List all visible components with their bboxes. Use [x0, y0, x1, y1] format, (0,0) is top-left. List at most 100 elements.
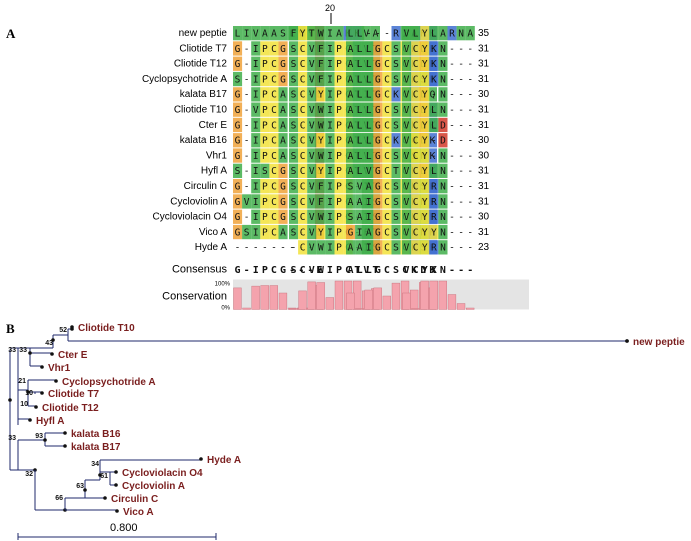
residue-cell — [334, 163, 344, 178]
residue-cell — [316, 179, 326, 194]
residue-letter: C — [300, 105, 306, 116]
residue-letter: N — [458, 29, 464, 40]
consensus-letter: C — [384, 265, 390, 276]
residue-letter: - — [467, 105, 473, 116]
residue-letter: C — [300, 120, 306, 131]
sequence-name: Cliotide T7 — [179, 43, 227, 54]
residue-letter: A — [271, 29, 277, 40]
tree-node — [54, 379, 58, 383]
conservation-bar — [420, 280, 429, 310]
residue-letter: I — [327, 90, 333, 101]
residue-letter: G — [280, 44, 286, 55]
consensus-letter: C — [300, 265, 306, 276]
residue-letter: - — [458, 151, 464, 162]
tree-node — [26, 390, 30, 394]
residue-letter: - — [431, 90, 437, 101]
sequence-length: 31 — [478, 43, 490, 54]
residue-cell — [316, 87, 326, 102]
residue-cell — [298, 209, 308, 224]
residue-letter: I — [253, 212, 259, 223]
sequence-length: 31 — [478, 74, 490, 85]
residue-cell — [260, 224, 270, 240]
residue-cell — [334, 117, 344, 133]
residue-letter: G — [235, 182, 241, 193]
residue-cell — [373, 240, 383, 255]
conservation-bar — [260, 285, 269, 310]
sequence-name: Vhr1 — [206, 150, 228, 161]
residue-cell — [269, 71, 279, 87]
residue-letter: P — [336, 166, 342, 177]
residue-cell — [269, 148, 279, 163]
residue-cell — [346, 179, 356, 194]
residue-cell — [334, 56, 344, 71]
consensus-letter: - — [298, 265, 304, 276]
residue-cell — [391, 87, 401, 102]
residue-letter: V — [309, 151, 315, 162]
tree-node — [98, 473, 102, 477]
residue-letter: P — [336, 90, 342, 101]
residue-cell — [307, 209, 317, 224]
residue-cell — [370, 26, 380, 41]
tree-node — [63, 431, 67, 435]
sequence-name: Cycloviolin A — [170, 196, 227, 207]
residue-letter: - — [449, 59, 455, 70]
residue-letter: K — [431, 59, 437, 70]
residue-letter: P — [262, 90, 268, 101]
residue-cell — [438, 224, 448, 240]
residue-cell — [289, 148, 299, 163]
residue-letter: K — [431, 44, 437, 55]
residue-letter: A — [357, 197, 363, 208]
bootstrap-value: 33 — [8, 347, 16, 354]
residue-letter: - — [244, 136, 250, 147]
residue-letter: C — [384, 151, 390, 162]
residue-letter: I — [253, 227, 259, 238]
residue-letter: R — [431, 243, 437, 254]
residue-letter: L — [431, 105, 437, 116]
residue-cell — [355, 179, 365, 194]
residue-letter: I — [327, 182, 333, 193]
residue-cell — [411, 240, 421, 255]
residue-cell — [251, 179, 261, 194]
residue-cell — [307, 71, 317, 87]
residue-letter: I — [327, 166, 333, 177]
residue-cell — [373, 102, 383, 117]
residue-cell — [260, 71, 270, 87]
residue-cell — [346, 240, 356, 255]
residue-letter: L — [357, 105, 363, 116]
tree-node — [83, 488, 87, 492]
residue-letter: - — [467, 243, 473, 254]
consensus-letter: G — [375, 265, 381, 276]
residue-cell — [289, 41, 299, 56]
residue-letter: C — [271, 105, 277, 116]
residue-letter: - — [467, 74, 473, 85]
consensus-letter: - — [244, 265, 250, 276]
residue-letter: A — [348, 74, 354, 85]
residue-letter: F — [318, 44, 324, 55]
residue-letter: G — [280, 197, 286, 208]
residue-letter: R — [431, 182, 437, 193]
residue-letter: C — [271, 90, 277, 101]
residue-letter: L — [357, 90, 363, 101]
residue-letter: - — [449, 212, 455, 223]
residue-cell — [364, 240, 374, 255]
tree-leaf-label: Hyde A — [207, 455, 241, 466]
residue-letter: V — [244, 197, 250, 208]
residue-letter: P — [262, 74, 268, 85]
residue-letter: F — [318, 59, 324, 70]
residue-letter: C — [413, 182, 419, 193]
residue-letter: V — [404, 74, 410, 85]
residue-cell — [269, 102, 279, 117]
residue-letter: A — [440, 29, 446, 40]
consensus-letter: P — [336, 265, 342, 276]
residue-cell — [373, 41, 383, 56]
residue-cell — [420, 56, 430, 71]
residue-letter: S — [262, 166, 268, 177]
residue-cell — [334, 240, 344, 255]
residue-cell — [364, 102, 374, 117]
residue-letter: - — [449, 166, 455, 177]
residue-cell — [251, 224, 261, 240]
residue-letter: - — [431, 136, 437, 147]
consensus-letter: T — [354, 265, 360, 276]
residue-letter: P — [336, 212, 342, 223]
residue-cell — [298, 194, 308, 209]
